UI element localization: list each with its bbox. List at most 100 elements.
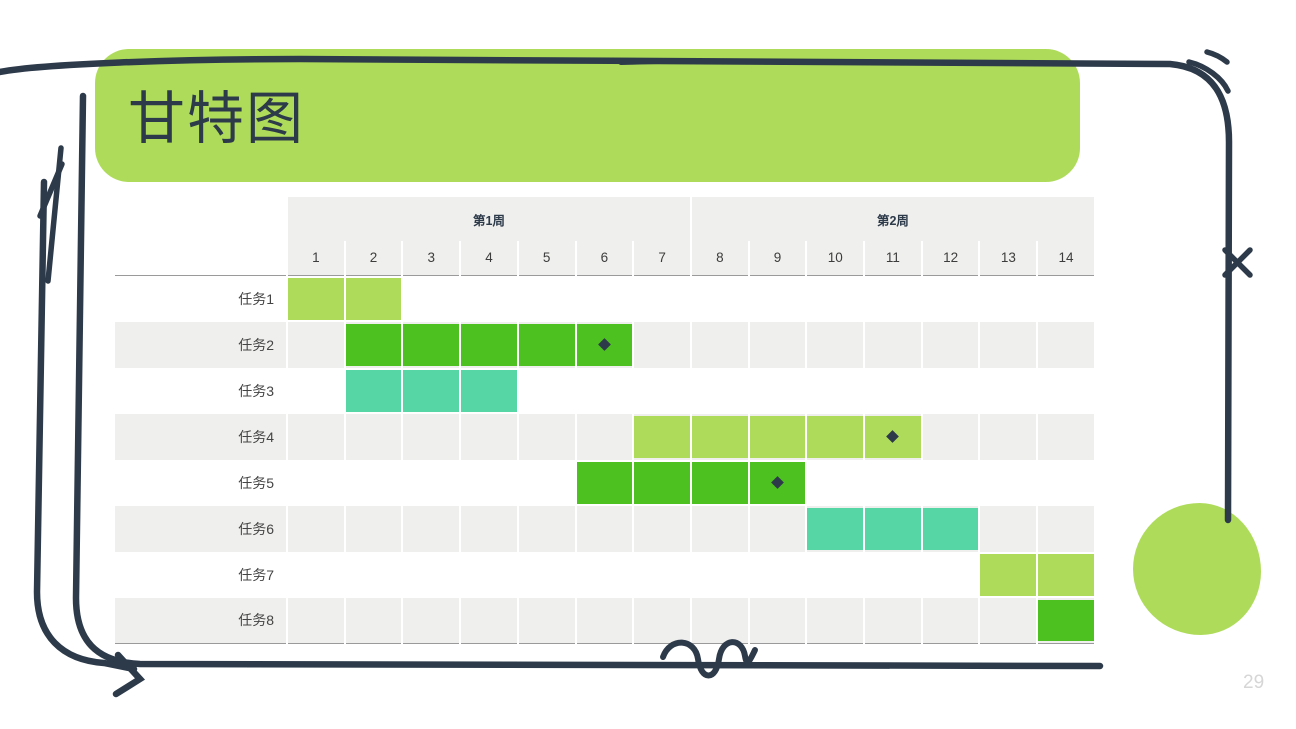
gantt-bar-segment[interactable] [461,369,517,412]
gantt-cell[interactable] [806,413,866,460]
gantt-cell[interactable] [286,321,346,368]
gantt-cell[interactable] [1037,275,1096,322]
gantt-cell[interactable] [690,597,750,644]
gantt-bar-segment[interactable] [865,507,921,550]
gantt-bar-segment[interactable] [865,415,921,458]
gantt-cell[interactable] [633,275,692,322]
gantt-cell[interactable] [921,321,981,368]
gantt-cell[interactable] [460,413,519,460]
gantt-cell[interactable] [402,367,462,414]
gantt-bar-segment[interactable] [403,323,460,366]
gantt-task-row[interactable]: 任务1 [115,275,1096,322]
gantt-cell[interactable] [1037,321,1096,368]
gantt-cell[interactable] [806,275,866,322]
gantt-cell[interactable] [517,321,577,368]
gantt-cell[interactable] [748,321,808,368]
gantt-bar-segment[interactable] [749,461,806,504]
gantt-bar-segment[interactable] [807,415,864,458]
gantt-bar-segment[interactable] [1038,553,1094,596]
gantt-cell[interactable] [979,551,1039,598]
gantt-cell[interactable] [979,505,1039,552]
gantt-cell[interactable] [806,367,866,414]
gantt-cell[interactable] [575,505,635,552]
gantt-bar-segment[interactable] [634,461,690,504]
gantt-task-row[interactable]: 任务5 [115,459,1096,506]
gantt-cell[interactable] [748,275,808,322]
gantt-cell[interactable] [344,367,404,414]
gantt-cell[interactable] [690,551,750,598]
gantt-cell[interactable] [690,321,750,368]
gantt-cell[interactable] [344,459,404,506]
gantt-cell[interactable] [864,597,923,644]
gantt-cell[interactable] [517,275,577,322]
gantt-cell[interactable] [864,321,923,368]
gantt-cell[interactable] [921,505,981,552]
gantt-task-row[interactable]: 任务4 [115,413,1096,460]
gantt-cell[interactable] [402,551,462,598]
gantt-cell[interactable] [921,459,981,506]
gantt-cell[interactable] [633,597,692,644]
gantt-cell[interactable] [344,275,404,322]
gantt-cell[interactable] [806,321,866,368]
gantt-cell[interactable] [806,597,866,644]
gantt-bar-segment[interactable] [345,323,402,366]
gantt-cell[interactable] [460,321,519,368]
gantt-task-row[interactable]: 任务7 [115,551,1096,598]
gantt-cell[interactable] [1037,505,1096,552]
gantt-cell[interactable] [921,367,981,414]
gantt-bar-segment[interactable] [749,415,806,458]
gantt-cell[interactable] [864,413,923,460]
gantt-cell[interactable] [575,367,635,414]
gantt-cell[interactable] [286,275,346,322]
gantt-cell[interactable] [921,551,981,598]
gantt-bar-segment[interactable] [345,277,402,320]
gantt-cell[interactable] [979,321,1039,368]
gantt-cell[interactable] [979,413,1039,460]
gantt-cell[interactable] [517,597,577,644]
gantt-bar-segment[interactable] [576,461,633,504]
gantt-bar-segment[interactable] [634,415,690,458]
gantt-cell[interactable] [402,597,462,644]
gantt-task-row[interactable]: 任务2 [115,321,1096,368]
gantt-cell[interactable] [286,551,346,598]
gantt-cell[interactable] [517,459,577,506]
gantt-cell[interactable] [921,275,981,322]
gantt-cell[interactable] [344,413,404,460]
gantt-bar-segment[interactable] [807,507,864,550]
gantt-cell[interactable] [979,597,1039,644]
gantt-cell[interactable] [633,505,692,552]
gantt-cell[interactable] [286,459,346,506]
gantt-cell[interactable] [633,551,692,598]
gantt-cell[interactable] [402,275,462,322]
gantt-cell[interactable] [517,367,577,414]
gantt-cell[interactable] [517,551,577,598]
gantt-cell[interactable] [1037,367,1096,414]
gantt-cell[interactable] [344,551,404,598]
gantt-bar-segment[interactable] [576,323,633,366]
gantt-cell[interactable] [748,413,808,460]
gantt-bar-segment[interactable] [345,369,402,412]
gantt-cell[interactable] [806,459,866,506]
gantt-bar-segment[interactable] [461,323,517,366]
gantt-cell[interactable] [575,597,635,644]
gantt-bar-segment[interactable] [403,369,460,412]
gantt-cell[interactable] [402,459,462,506]
gantt-cell[interactable] [517,413,577,460]
gantt-cell[interactable] [1037,551,1096,598]
gantt-cell[interactable] [748,459,808,506]
gantt-cell[interactable] [979,459,1039,506]
gantt-cell[interactable] [806,551,866,598]
gantt-cell[interactable] [864,551,923,598]
gantt-cell[interactable] [402,413,462,460]
gantt-cell[interactable] [690,459,750,506]
gantt-cell[interactable] [690,367,750,414]
gantt-cell[interactable] [1037,413,1096,460]
gantt-cell[interactable] [633,367,692,414]
gantt-cell[interactable] [402,505,462,552]
gantt-cell[interactable] [748,367,808,414]
gantt-cell[interactable] [864,275,923,322]
gantt-cell[interactable] [748,597,808,644]
gantt-cell[interactable] [1037,459,1096,506]
gantt-cell[interactable] [402,321,462,368]
gantt-cell[interactable] [460,275,519,322]
